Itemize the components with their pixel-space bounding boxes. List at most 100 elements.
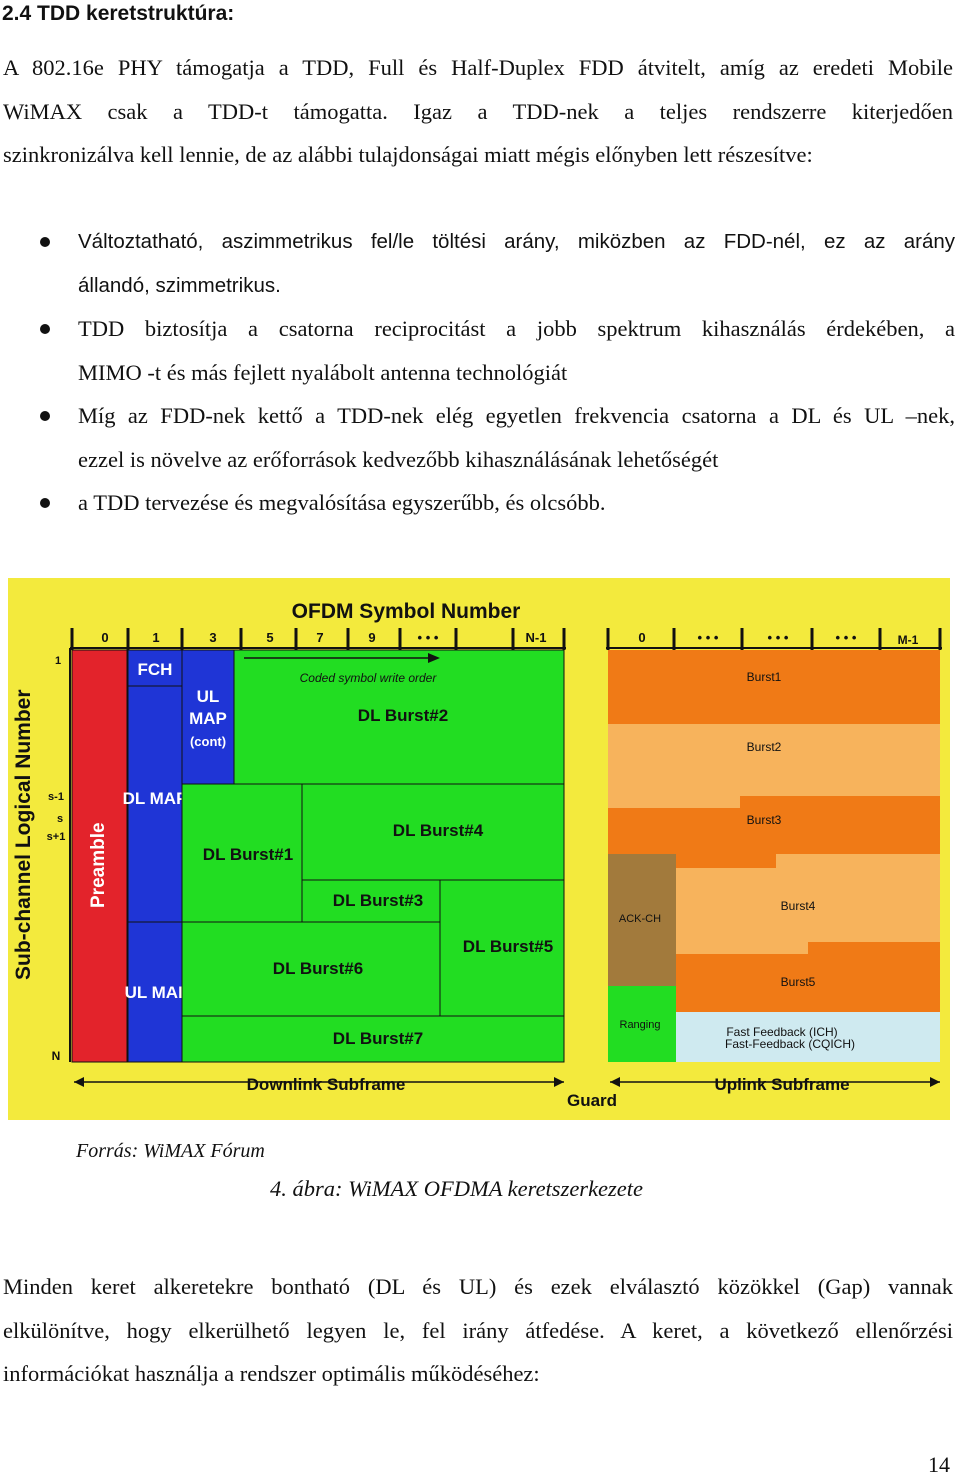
dl-tick-marks (70, 628, 566, 650)
ul-burst3-label: Burst3 (747, 813, 782, 827)
fast-feedback-label: Fast Feedback (ICH) (726, 1025, 837, 1039)
ul-burst4-notch (676, 854, 776, 868)
y-tick-label: s-1 (48, 791, 64, 803)
list-item: TDD biztosítja a csatorna reciprocitást … (0, 307, 955, 394)
dl-burst7-block (181, 1015, 565, 1063)
figure-source: Forrás: WiMAX Fórum (76, 1140, 265, 1162)
ul-burst2-fill (608, 724, 940, 796)
intro-line: A 802.16e PHY támogatja a TDD, Full és H… (3, 55, 953, 80)
dl-tick-label: 5 (266, 630, 273, 645)
list-item: a TDD tervezése és megvalósítása egyszer… (0, 481, 955, 525)
bullet-dot-icon (40, 324, 50, 334)
figure-caption: 4. ábra: WiMAX OFDMA keretszerkezete (270, 1176, 644, 1201)
dl-burst2-label: DL Burst#2 (358, 706, 448, 725)
ul-burst1-block (608, 650, 940, 712)
outro-paragraph: Minden keret alkeretekre bontható (DL és… (3, 1265, 953, 1396)
dl-burst5-label: DL Burst#5 (463, 937, 553, 956)
uplink-subframe-arrow (610, 1077, 940, 1087)
list-item-line: TDD biztosítja a csatorna reciprocitást … (78, 316, 955, 341)
guard-label: Guard (567, 1091, 617, 1110)
ul-burst2-label: Burst2 (747, 740, 782, 754)
list-item: Míg az FDD-nek kettő a TDD-nek elég egye… (0, 394, 955, 481)
ul-tick-label: • • • (768, 630, 789, 645)
list-item: Változtatható, aszimmetrikus fel/le tölt… (0, 220, 955, 307)
coded-order-label: Coded symbol write order (300, 671, 438, 685)
ul-map-cont-label: MAP (189, 709, 227, 728)
ul-map-cont-label: (cont) (190, 734, 226, 749)
list-item-line: ezzel is növelve az erőforrások kedvezőb… (78, 446, 719, 472)
fast-feedback-block (676, 1012, 940, 1062)
page-number: 14 (928, 1452, 950, 1477)
ul-map-label: UL MAP (125, 983, 190, 1002)
ack-block (608, 854, 676, 986)
ul-tick-marks (606, 628, 942, 650)
figure-title: OFDM Symbol Number (292, 600, 521, 623)
dl-tick-label: • • • (418, 630, 439, 645)
outro-line: Minden keret alkeretekre bontható (DL és… (3, 1274, 953, 1299)
ranging-block (608, 986, 676, 1062)
fch-block (127, 649, 183, 687)
dl-map-block (127, 685, 183, 923)
bullet-dot-icon (40, 237, 50, 247)
ul-burst4-label: Burst4 (781, 899, 816, 913)
dl-ticks: 0 1 3 5 7 9 • • • N-1 (101, 630, 546, 645)
outro-line: elkülönítve, hogy elkerülhető legyen le,… (3, 1317, 953, 1343)
dl-burst3-label: DL Burst#3 (333, 891, 423, 910)
dl-burst5-block (439, 879, 565, 1017)
dl-map-label: DL MAP (123, 789, 188, 808)
ul-burst1-label: Burst1 (747, 670, 782, 684)
dl-tick-label: 3 (209, 630, 216, 645)
ul-ticks: 0 • • • • • • • • • M-1 (638, 630, 918, 647)
list-item-line: Változtatható, aszimmetrikus fel/le tölt… (78, 230, 955, 253)
preamble-block (71, 649, 128, 1063)
coded-order-arrow (244, 653, 440, 663)
ul-burst4-block (676, 854, 940, 942)
y-tick-label: s+1 (47, 831, 66, 843)
intro-line: WiMAX csak a TDD-t támogatta. Igaz a TDD… (3, 98, 953, 124)
list-item-line: állandó, szimmetrikus. (78, 273, 281, 297)
ul-map-cont-label: UL (197, 687, 220, 706)
ofdma-frame-figure: OFDM Symbol Number Sub-channel Logical N… (8, 578, 950, 1120)
bullet-dot-icon (40, 411, 50, 421)
fast-feedback-label: Fast-Feedback (CQICH) (725, 1037, 855, 1051)
ul-tick-label: • • • (836, 630, 857, 645)
intro-paragraph: A 802.16e PHY támogatja a TDD, Full és H… (3, 46, 953, 177)
list-item-line: Míg az FDD-nek kettő a TDD-nek elég egye… (78, 403, 955, 428)
dl-tick-label: 1 (152, 630, 159, 645)
list-item-line: MIMO -t és más fejlett nyalábolt antenna… (78, 359, 568, 385)
advantages-list: Változtatható, aszimmetrikus fel/le tölt… (0, 220, 955, 525)
y-axis-label: Sub-channel Logical Number (12, 689, 35, 980)
preamble-label: Preamble (88, 822, 109, 908)
intro-line: szinkronizálva kell lennie, de az alábbi… (3, 142, 813, 167)
dl-tick-label: 0 (101, 630, 108, 645)
ul-burst5-notch (676, 942, 808, 954)
y-ticks: 1 s-1 s s+1 N (47, 655, 66, 1063)
dl-burst3-block (301, 879, 441, 923)
dl-burst7-label: DL Burst#7 (333, 1029, 423, 1048)
ul-tick-label: M-1 (898, 633, 919, 647)
ranging-label: Ranging (620, 1019, 661, 1031)
outro-line: információkat használja a rendszer optim… (3, 1361, 540, 1386)
dl-burst6-label: DL Burst#6 (273, 959, 363, 978)
list-item-line: a TDD tervezése és megvalósítása egyszer… (78, 490, 606, 515)
ul-burst1-tail (608, 712, 940, 724)
dl-tick-label: 9 (368, 630, 375, 645)
ul-burst3-notch (608, 796, 740, 808)
downlink-subframe-arrow (74, 1077, 564, 1087)
dl-tick-label: 7 (316, 630, 323, 645)
dl-burst4-label: DL Burst#4 (393, 821, 484, 840)
dl-tick-label: N-1 (526, 630, 547, 645)
bullet-dot-icon (40, 498, 50, 508)
ul-tick-label: 0 (638, 630, 645, 645)
dl-burst4-block (301, 783, 565, 881)
ul-tick-label: • • • (698, 630, 719, 645)
fch-label: FCH (138, 660, 173, 679)
ack-label: ACK-CH (619, 913, 661, 925)
section-heading: 2.4 TDD keretstruktúra: (2, 2, 235, 25)
dl-burst2-block (233, 649, 565, 785)
y-tick-label: 1 (55, 655, 61, 667)
dl-burst6-block (181, 921, 441, 1017)
y-tick-label: s (57, 813, 63, 825)
y-tick-label: N (52, 1049, 61, 1063)
uplink-subframe-label: Uplink Subframe (714, 1075, 849, 1094)
